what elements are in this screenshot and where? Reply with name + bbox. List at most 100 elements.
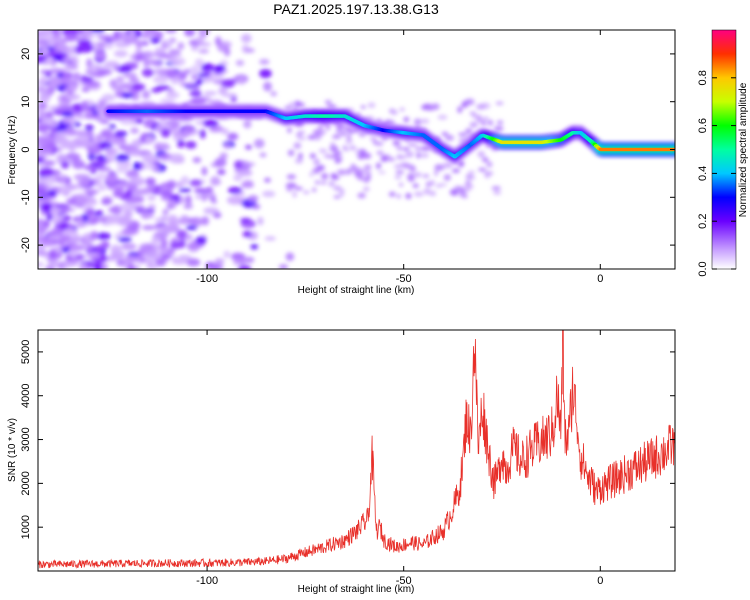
noise-blob [116,165,128,174]
noise-blob [288,102,296,107]
noise-blob [166,199,178,209]
noise-blob [130,127,139,134]
noise-blob [396,193,401,199]
noise-blob [41,237,57,247]
colorbar-tick-label: 0.0 [697,261,709,276]
noise-blob [240,33,252,43]
noise-blob [141,153,158,163]
noise-blob [259,59,270,65]
noise-blob [113,50,128,58]
noise-blob [227,132,239,141]
noise-blob [388,191,396,197]
noise-blob [76,217,84,222]
noise-blob [168,153,185,164]
noise-blob [264,236,277,241]
noise-blob [216,168,226,175]
noise-blob [214,258,225,266]
noise-blob [415,145,420,152]
noise-blob [61,48,77,54]
noise-blob [39,147,54,154]
noise-blob [463,182,474,190]
noise-blob [203,119,219,128]
noise-blob [105,147,119,156]
noise-blob [465,175,476,180]
noise-blob [203,207,220,215]
noise-blob [100,241,110,250]
noise-blob [345,138,353,145]
noise-blob [135,39,144,49]
y-tick-label: 4000 [20,383,32,407]
noise-blob [38,118,43,123]
noise-blob [179,238,186,249]
noise-blob [215,64,226,72]
noise-blob [195,120,203,126]
noise-blob [469,121,478,128]
noise-blob [72,159,86,170]
noise-blob [95,51,106,60]
noise-blob [342,145,347,150]
noise-blob [201,216,210,226]
noise-blob [84,189,100,195]
noise-blob [38,124,50,133]
noise-blob [344,126,352,130]
noise-blob [345,168,352,175]
noise-blob [53,55,63,61]
noise-blob [60,161,70,169]
noise-blob [239,217,252,223]
noise-blob [76,39,92,45]
noise-blob [243,256,255,264]
y-tick-label: 20 [20,48,32,60]
noise-blob [55,124,67,132]
noise-blob [359,149,367,156]
noise-blob [294,100,301,107]
noise-blob [469,111,476,116]
noise-blob [447,164,453,168]
noise-blob [151,236,161,245]
noise-blob [158,68,168,78]
noise-blob [130,152,142,157]
noise-blob [128,30,136,38]
noise-blob [75,203,85,209]
noise-blob [445,134,455,141]
noise-blob [111,205,123,215]
noise-blob [49,207,62,216]
noise-blob [50,30,61,35]
noise-blob [116,75,125,84]
noise-blob [52,131,66,140]
noise-blob [113,255,123,260]
noise-blob [55,153,64,164]
noise-blob [337,157,343,162]
noise-blob [201,166,208,176]
noise-blob [123,36,138,44]
noise-blob [242,230,252,238]
noise-blob [309,153,316,159]
noise-blob [194,58,204,67]
noise-blob [66,184,79,191]
noise-blob [286,174,297,180]
noise-blob [403,116,410,123]
noise-blob [143,59,150,68]
noise-blob [292,191,297,198]
noise-blob [47,82,57,89]
snr-frame [37,329,676,572]
noise-blob [354,172,364,178]
noise-blob [38,112,49,121]
noise-blob [180,175,190,186]
noise-blob [189,65,201,76]
noise-blob [366,175,372,180]
noise-blob [395,170,405,174]
snr-x-axis-label: Height of straight line (km) [298,584,415,595]
colorbar-tick-label: 0.2 [697,214,709,229]
noise-blob [166,180,177,189]
noise-blob [185,140,197,149]
noise-blob [98,68,113,76]
noise-blob [55,251,64,256]
noise-blob [312,129,322,136]
noise-blob [184,30,196,37]
noise-blob [197,72,210,78]
noise-blob [136,188,149,195]
noise-blob [435,183,442,188]
noise-blob [292,107,298,111]
noise-blob [135,48,142,55]
noise-blob [150,37,161,44]
